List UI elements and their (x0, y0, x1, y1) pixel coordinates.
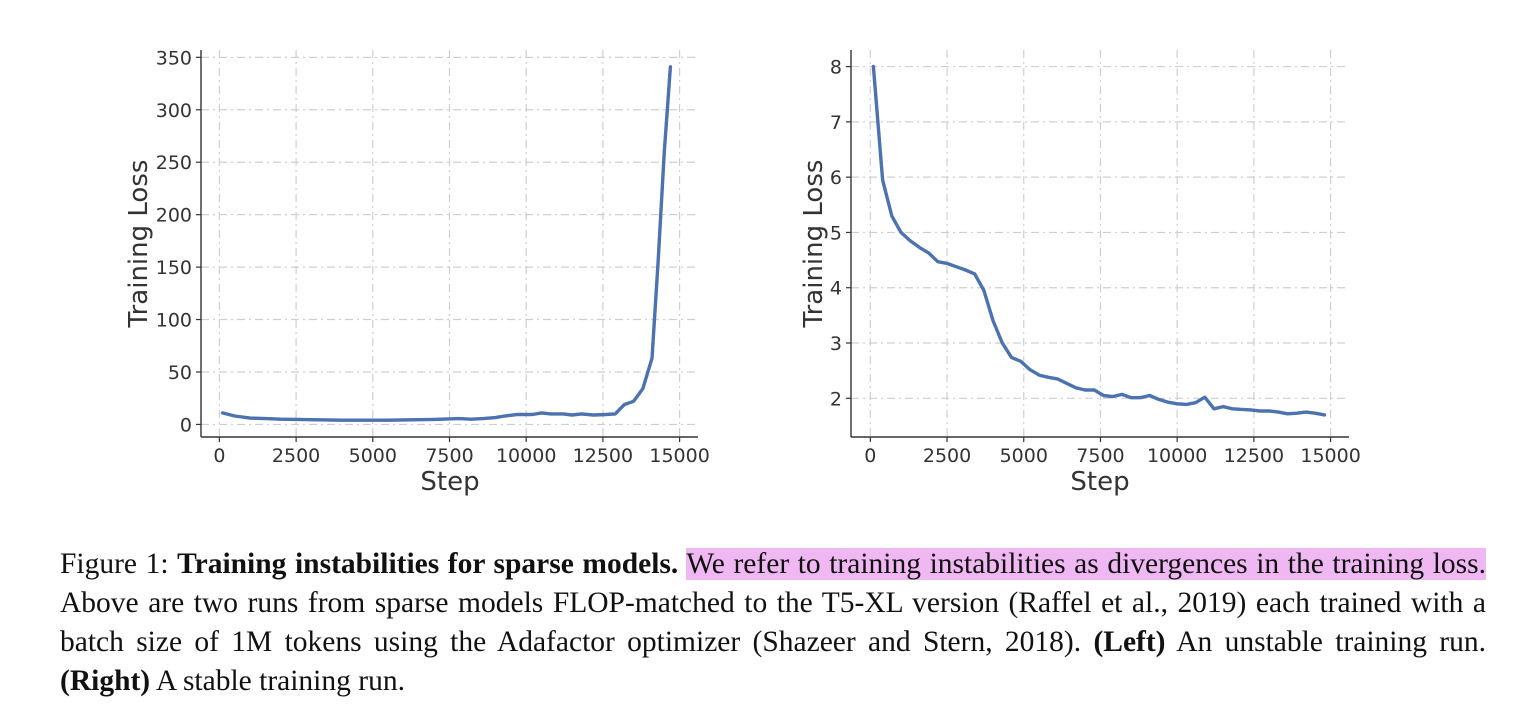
caption-left-text: An unstable training run. (1176, 626, 1487, 658)
left-x-tick-label: 15000 (649, 445, 709, 467)
right-x-tick-label: 7500 (1076, 445, 1124, 467)
figure-caption: Figure 1: Training instabilities for spa… (60, 545, 1486, 701)
right-x-axis-label: Step (1070, 467, 1129, 497)
left-training-loss-line (220, 65, 673, 422)
caption-figure-label: Figure 1: (60, 548, 169, 580)
chart-right-stable-run: 0 2500 5000 7500 10000 12500 15000 2 3 4 5 6 7 8 Step T… (799, 50, 1361, 497)
left-x-tick-label: 2500 (272, 445, 320, 467)
left-x-tick-label: 0 (213, 445, 225, 467)
right-training-loss-line (871, 64, 1327, 417)
right-x-tick-label: 0 (864, 445, 876, 467)
left-y-tick-label: 100 (156, 310, 192, 332)
caption-bold-title: Training instabilities for sparse models… (177, 548, 679, 580)
figure-svg: 0 2500 5000 7500 10000 12500 15000050100150200… (124, 47, 1361, 497)
caption-right-text: A stable training run. (155, 665, 405, 697)
right-y-tick-label: 5 (830, 222, 842, 244)
left-y-tick-label: 0 (180, 414, 192, 436)
left-y-tick-label: 200 (156, 205, 192, 227)
right-x-tick-label: 10000 (1147, 445, 1207, 467)
right-y-tick-label: 6 (830, 167, 842, 189)
caption-highlighted-text: We refer to training instabilities as di… (686, 548, 1486, 580)
right-x-tick-label: 2500 (923, 445, 971, 467)
left-y-tick-label: 250 (156, 152, 192, 174)
right-x-tick-label: 12500 (1224, 445, 1284, 467)
caption-right-label: (Right) (60, 665, 151, 697)
left-x-tick-label: 10000 (496, 445, 556, 467)
caption-body-text: Above are two runs from sparse models FL… (60, 587, 1486, 658)
right-y-axis-label: Training Loss (799, 160, 829, 329)
left-y-axis-label: Training Loss (124, 160, 154, 329)
left-x-axis-label: Step (420, 467, 479, 497)
left-y-tick-label: 300 (156, 100, 192, 122)
right-y-tick-label: 2 (830, 388, 842, 410)
caption-left-label: (Left) (1093, 626, 1166, 658)
right-x-tick-label: 5000 (1000, 445, 1048, 467)
right-y-tick-label: 7 (830, 112, 842, 134)
left-y-tick-label: 150 (156, 257, 192, 279)
left-y-tick-label: 50 (168, 362, 192, 384)
right-y-tick-label: 4 (830, 278, 842, 300)
chart-left-unstable-run: 0 2500 5000 7500 10000 12500 15000 0 50 100 150 200… (124, 47, 710, 497)
right-x-tick-label: 15000 (1300, 445, 1360, 467)
left-x-tick-label: 7500 (425, 445, 473, 467)
right-y-tick-label: 3 (830, 333, 842, 355)
left-x-tick-label: 5000 (349, 445, 397, 467)
left-x-tick-label: 12500 (573, 445, 633, 467)
right-y-tick-label: 8 (830, 57, 842, 79)
left-y-tick-label: 350 (156, 47, 192, 69)
